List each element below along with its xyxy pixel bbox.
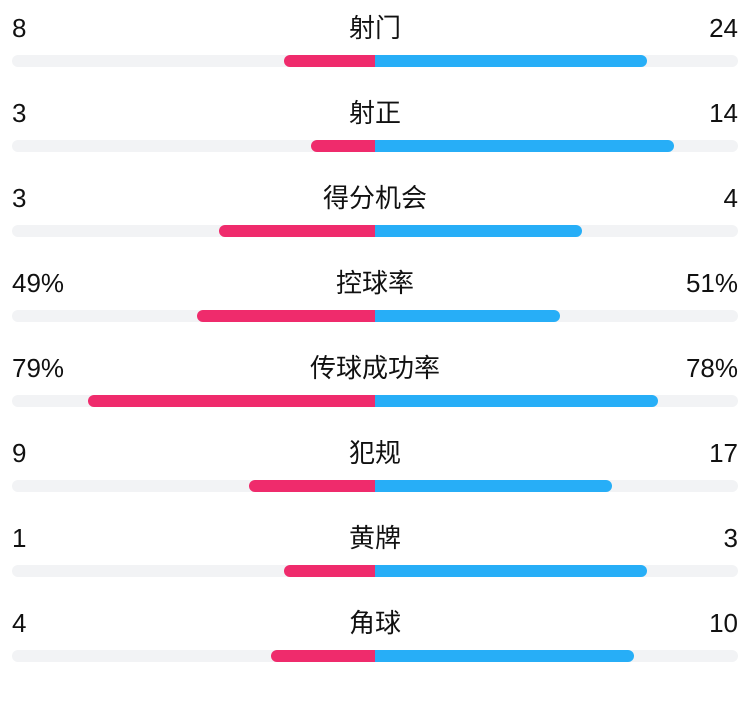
stat-bar-track	[12, 225, 738, 237]
stat-value-right: 51%	[668, 268, 738, 299]
stat-label: 得分机会	[82, 178, 668, 215]
stat-row: 9犯规17	[12, 433, 738, 492]
stat-label: 角球	[82, 603, 668, 640]
stat-bar-half-right	[375, 565, 738, 577]
match-stats-panel: 8射门243射正143得分机会449%控球率51%79%传球成功率78%9犯规1…	[12, 8, 738, 662]
stat-value-left: 49%	[12, 268, 82, 299]
stat-bar-track	[12, 55, 738, 67]
stat-value-right: 4	[668, 183, 738, 214]
stat-value-left: 79%	[12, 353, 82, 384]
stat-row: 79%传球成功率78%	[12, 348, 738, 407]
stat-row: 3得分机会4	[12, 178, 738, 237]
stat-bar-fill-right	[375, 225, 582, 237]
stat-head: 1黄牌3	[12, 518, 738, 555]
stat-bar-track	[12, 310, 738, 322]
stat-bar-fill-left	[271, 650, 375, 662]
stat-bar-fill-right	[375, 650, 634, 662]
stat-value-left: 3	[12, 98, 82, 129]
stat-bar-fill-right	[375, 55, 647, 67]
stat-bar-half-left	[12, 140, 375, 152]
stat-value-right: 24	[668, 13, 738, 44]
stat-bar-fill-left	[284, 55, 375, 67]
stat-head: 8射门24	[12, 8, 738, 45]
stat-bar-fill-left	[219, 225, 375, 237]
stat-label: 黄牌	[82, 518, 668, 555]
stat-bar-half-right	[375, 480, 738, 492]
stat-bar-fill-left	[197, 310, 375, 322]
stat-bar-track	[12, 480, 738, 492]
stat-row: 1黄牌3	[12, 518, 738, 577]
stat-value-right: 78%	[668, 353, 738, 384]
stat-value-left: 9	[12, 438, 82, 469]
stat-bar-track	[12, 395, 738, 407]
stat-bar-half-right	[375, 650, 738, 662]
stat-value-left: 8	[12, 13, 82, 44]
stat-head: 4角球10	[12, 603, 738, 640]
stat-value-right: 10	[668, 608, 738, 639]
stat-bar-fill-right	[375, 310, 560, 322]
stat-bar-half-left	[12, 310, 375, 322]
stat-head: 49%控球率51%	[12, 263, 738, 300]
stat-bar-half-left	[12, 650, 375, 662]
stat-label: 射门	[82, 8, 668, 45]
stat-head: 79%传球成功率78%	[12, 348, 738, 385]
stat-bar-fill-left	[311, 140, 375, 152]
stat-value-left: 3	[12, 183, 82, 214]
stat-label: 犯规	[82, 433, 668, 470]
stat-bar-fill-left	[284, 565, 375, 577]
stat-bar-half-right	[375, 310, 738, 322]
stat-bar-fill-right	[375, 480, 612, 492]
stat-label: 控球率	[82, 263, 668, 300]
stat-bar-track	[12, 565, 738, 577]
stat-bar-half-left	[12, 225, 375, 237]
stat-bar-half-right	[375, 140, 738, 152]
stat-head: 3得分机会4	[12, 178, 738, 215]
stat-bar-fill-right	[375, 565, 647, 577]
stat-head: 9犯规17	[12, 433, 738, 470]
stat-bar-fill-right	[375, 395, 658, 407]
stat-bar-fill-left	[88, 395, 375, 407]
stat-label: 传球成功率	[82, 348, 668, 385]
stat-bar-half-left	[12, 55, 375, 67]
stat-row: 4角球10	[12, 603, 738, 662]
stat-value-right: 17	[668, 438, 738, 469]
stat-value-right: 3	[668, 523, 738, 554]
stat-bar-half-left	[12, 395, 375, 407]
stat-bar-fill-left	[249, 480, 375, 492]
stat-bar-half-right	[375, 55, 738, 67]
stat-row: 8射门24	[12, 8, 738, 67]
stat-value-right: 14	[668, 98, 738, 129]
stat-label: 射正	[82, 93, 668, 130]
stat-value-left: 1	[12, 523, 82, 554]
stat-bar-fill-right	[375, 140, 674, 152]
stat-bar-half-left	[12, 480, 375, 492]
stat-row: 49%控球率51%	[12, 263, 738, 322]
stat-bar-half-right	[375, 225, 738, 237]
stat-bar-track	[12, 140, 738, 152]
stat-row: 3射正14	[12, 93, 738, 152]
stat-bar-track	[12, 650, 738, 662]
stat-value-left: 4	[12, 608, 82, 639]
stat-head: 3射正14	[12, 93, 738, 130]
stat-bar-half-left	[12, 565, 375, 577]
stat-bar-half-right	[375, 395, 738, 407]
